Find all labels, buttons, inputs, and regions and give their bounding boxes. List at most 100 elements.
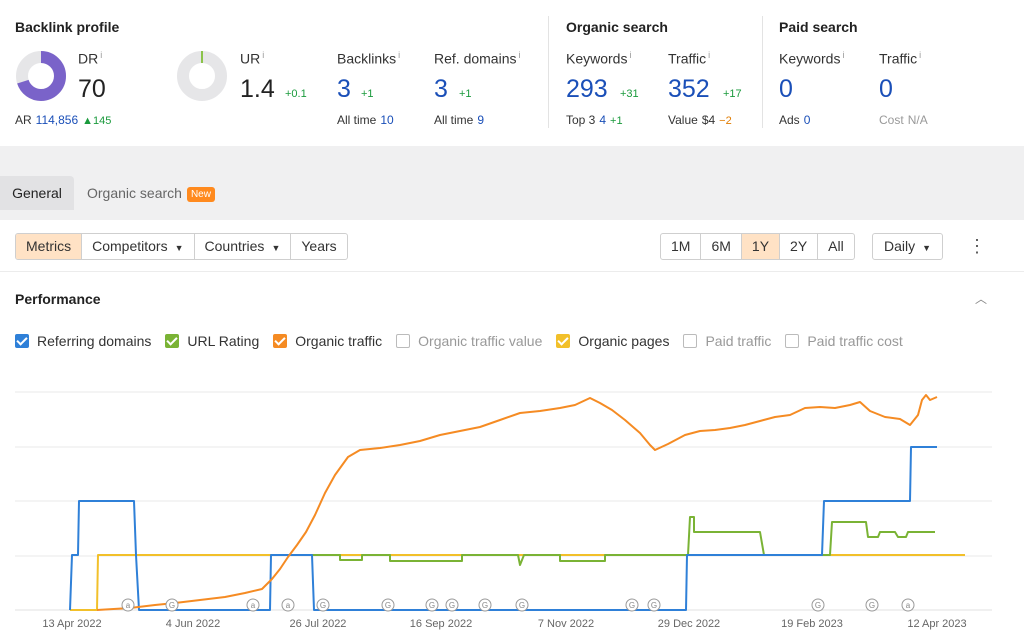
paid-traffic-value[interactable]: 0 [879,75,893,103]
chevron-down-icon: ▼ [271,243,281,253]
paid-keywords-label[interactable]: Keywords i [779,50,845,67]
annotation-marker: G [647,598,661,612]
annotation-marker: a [246,598,260,612]
svg-text:G: G [429,601,435,610]
annotation-marker: G [165,598,179,612]
series-url-rating [300,516,935,566]
range-1y[interactable]: 1Y [741,234,781,259]
annotation-marker: a [281,598,295,612]
svg-text:G: G [869,601,875,610]
organic-traffic-value-row: Value $4 −2 [668,113,732,127]
x-tick-label: 19 Feb 2023 [781,618,843,630]
legend-item-paid-traffic[interactable]: Paid traffic [683,333,771,349]
ur-donut-chart [177,51,227,101]
svg-text:G: G [629,601,635,610]
metrics-button[interactable]: Metrics [16,234,83,259]
ref-domains-label[interactable]: Ref. domains i [434,50,521,67]
x-tick-label: 26 Jul 2022 [290,618,347,630]
organic-keywords-label[interactable]: Keywords i [566,50,632,67]
annotation-marker: G [625,598,639,612]
ur-delta: +0.1 [285,88,307,100]
legend-label: Referring domains [37,333,152,349]
x-tick-label: 4 Jun 2022 [166,618,220,630]
chevron-down-icon: ▼ [922,243,932,253]
dr-donut-chart [16,51,66,101]
legend-label: Organic pages [578,333,670,349]
ur-label[interactable]: UR i [240,50,265,67]
checkbox-icon[interactable] [165,334,180,348]
ref-domains-value[interactable]: 3 [434,75,448,103]
checkbox-icon[interactable] [556,334,571,348]
annotation-marker: G [478,598,492,612]
series-referring-domains [69,446,937,611]
annotation-marker: G [515,598,529,612]
performance-card: Metrics Competitors ▼ Countries ▼ Years 1M… [0,220,1024,642]
legend-label: Paid traffic [705,333,772,349]
x-tick-label: 29 Dec 2022 [658,618,720,630]
tab-organic-search[interactable]: Organic search New [87,176,215,210]
range-all[interactable]: All [828,238,844,254]
x-tick-label: 12 Apr 2023 [907,618,966,630]
range-1m[interactable]: 1M [661,234,702,259]
series-organic-traffic [96,394,938,611]
range-6m[interactable]: 6M [701,234,742,259]
ar-row: AR 114,856 ▲145 [15,113,112,127]
chart-series [69,394,965,611]
legend-item-organic-pages[interactable]: Organic pages [556,333,669,349]
organic-search-title: Organic search [566,19,668,35]
dr-value: 70 [78,75,106,103]
countries-dropdown[interactable]: Countries ▼ [195,234,292,259]
competitors-dropdown[interactable]: Competitors ▼ [82,234,195,259]
svg-text:G: G [449,601,455,610]
legend-item-referring-domains[interactable]: Referring domains [15,333,151,349]
svg-text:G: G [320,601,326,610]
x-tick-label: 13 Apr 2022 [42,618,101,630]
annotation-marker: a [121,598,135,612]
checkbox-icon[interactable] [15,334,29,348]
ur-value: 1.4 [240,75,275,103]
backlink-profile-title: Backlink profile [15,19,120,35]
paid-traffic-label[interactable]: Traffic i [879,50,922,67]
annotation-marker: G [811,598,825,612]
paid-ads-row: Ads 0 [779,113,811,127]
ar-value[interactable]: 114,856 [35,113,79,127]
legend-label: Organic traffic value [418,333,543,349]
svg-text:G: G [385,601,391,610]
legend-item-url-rating[interactable]: URL Rating [165,333,259,349]
checkbox-icon[interactable] [683,334,698,348]
paid-keywords-value[interactable]: 0 [779,75,793,103]
view-selector: Metrics Competitors ▼ Countries ▼ Years [15,233,348,260]
more-options-icon[interactable]: ⋮ [968,236,986,256]
organic-keywords-value[interactable]: 293 [566,75,608,103]
chart-legend: Referring domains URL Rating Organic traff… [15,332,917,350]
checkbox-icon[interactable] [785,334,800,348]
annotation-marker: G [316,598,330,612]
organic-traffic-label[interactable]: Traffic i [668,50,711,67]
svg-text:a: a [286,601,291,610]
organic-traffic-value[interactable]: 352 [668,75,710,103]
backlinks-label[interactable]: Backlinks i [337,50,401,67]
legend-item-paid-traffic-cost[interactable]: Paid traffic cost [785,333,903,349]
backlinks-value[interactable]: 3 [337,75,351,103]
range-2y[interactable]: 2Y [780,234,819,259]
dr-label[interactable]: DR i [78,50,103,67]
ref-domains-alltime: All time 9 [434,113,485,127]
checkbox-icon[interactable] [396,334,411,348]
annotation-marker: a [901,598,915,612]
chevron-down-icon: ▼ [174,243,184,253]
tab-general[interactable]: General [0,176,74,210]
svg-text:G: G [815,601,821,610]
range-selector: 1M 6M 1Y 2Y All [660,233,855,260]
divider [762,16,763,128]
ar-delta: ▲145 [82,115,112,127]
collapse-chevron-icon[interactable]: ︿ [975,292,988,306]
svg-text:G: G [482,601,488,610]
legend-item-organic-traffic[interactable]: Organic traffic [273,333,382,349]
annotation-marker: G [381,598,395,612]
checkbox-icon[interactable] [273,334,288,348]
legend-item-organic-traffic-value[interactable]: Organic traffic value [396,333,542,349]
years-button[interactable]: Years [301,238,337,254]
backlinks-alltime: All time 10 [337,113,394,127]
interval-dropdown[interactable]: Daily ▼ [872,233,944,260]
